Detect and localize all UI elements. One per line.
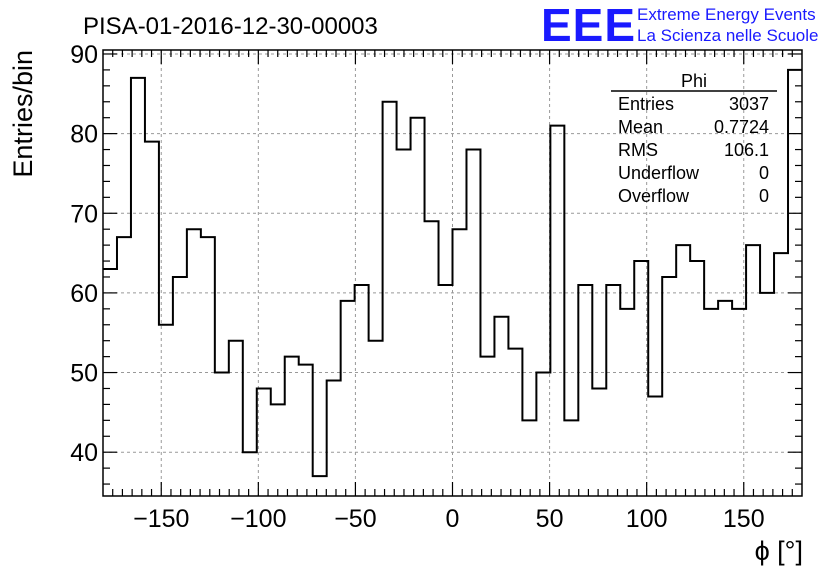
y-tick-label: 90	[70, 41, 98, 69]
y-tick-label: 50	[70, 360, 98, 388]
logo-mark: EEE	[541, 0, 636, 51]
logo-line-1: Extreme Energy Events	[637, 5, 816, 24]
logo-line-2: La Scienza nelle Scuole	[637, 26, 818, 45]
histogram-series	[103, 68, 802, 478]
y-axis-title: Entries/bin	[8, 50, 38, 178]
stats-box: Phi Entries 3037 Mean 0.7724 RMS 106.1 Underfl…	[611, 71, 777, 206]
stats-value: 3037	[729, 94, 769, 114]
x-axis-tick-labels: −150 −100 −50 0 50 100 150	[133, 505, 765, 533]
stats-label: RMS	[618, 140, 658, 160]
x-tick-label: 50	[536, 505, 564, 533]
stats-box-rows: Entries 3037 Mean 0.7724 RMS 106.1 Underflow 0 O…	[618, 94, 769, 206]
chart-title: PISA-01-2016-12-30-00003	[83, 13, 378, 40]
x-tick-label: 150	[723, 505, 765, 533]
y-tick-label: 40	[70, 439, 98, 467]
x-tick-label: 100	[626, 505, 668, 533]
stats-label: Mean	[618, 117, 663, 137]
eee-logo: EEE Extreme Energy Events La Scienza nel…	[541, 0, 818, 51]
stats-label: Entries	[618, 94, 674, 114]
x-axis-title: ϕ [°]	[755, 536, 803, 566]
stats-box-title: Phi	[681, 71, 707, 91]
histogram-line	[103, 68, 802, 478]
x-tick-label: −100	[230, 505, 286, 533]
stats-value: 106.1	[724, 140, 769, 160]
stats-value: 0	[759, 186, 769, 206]
y-axis-tick-labels: 40 50 60 70 80 90	[70, 41, 98, 467]
stats-value: 0.7724	[714, 117, 769, 137]
x-tick-label: −150	[133, 505, 189, 533]
y-tick-label: 80	[70, 121, 98, 149]
y-tick-label: 70	[70, 200, 98, 228]
y-tick-label: 60	[70, 280, 98, 308]
axis-ticks	[103, 50, 802, 496]
x-tick-label: 0	[446, 505, 460, 533]
stats-label: Overflow	[618, 186, 690, 206]
x-tick-label: −50	[334, 505, 376, 533]
stats-value: 0	[759, 163, 769, 183]
stats-label: Underflow	[618, 163, 700, 183]
